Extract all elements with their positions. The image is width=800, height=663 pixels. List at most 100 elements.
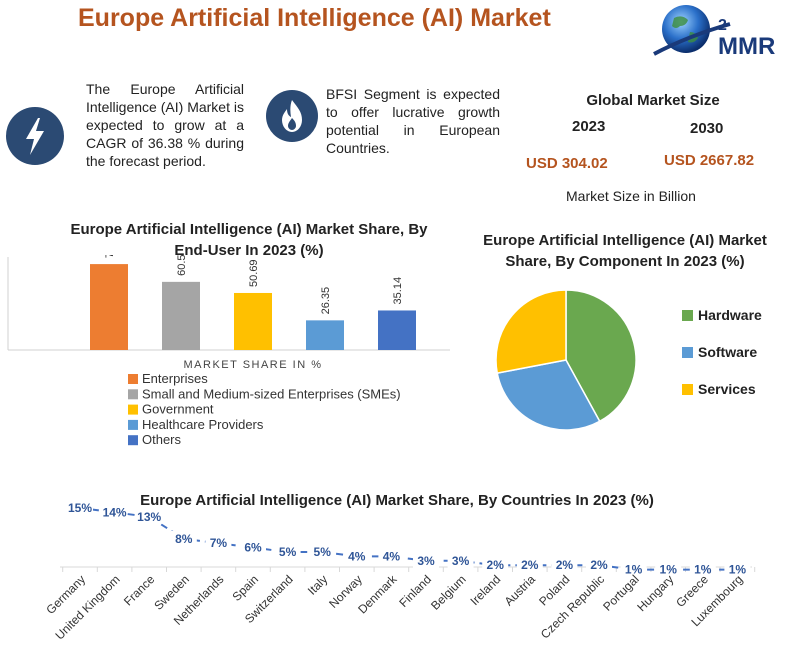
country-value-label: 1% [660,563,678,577]
legend-swatch [128,389,138,400]
country-value-label: 5% [314,545,332,559]
legend-label: Others [142,432,182,447]
bar-x-axis-label: MARKET SHARE IN % [184,359,323,371]
country-value-label: 7% [210,536,228,550]
bar-3 [234,292,272,350]
pie-legend-swatch [682,384,693,395]
country-value-label: 2% [556,558,574,572]
country-value-label: 2% [521,558,539,572]
data-label-bg [240,539,266,555]
country-value-label: 2% [590,558,608,572]
lightning-bolt-icon [6,107,64,165]
data-label-bg [343,548,370,564]
year-2023: 2023 [572,118,606,135]
data-label-bg [551,557,578,573]
pie-slice-services [495,289,567,374]
legend-label: Healthcare Providers [142,417,264,432]
end-user-bar-chart: 76.36 60.57 50.69 26.35 35.14 MARKET SHARE IN… [7,255,450,447]
bar-4 [306,320,344,350]
country-tick-label: Czech Republic [538,572,607,641]
svg-text:2: 2 [718,17,727,34]
market-value-2030: USD 2667.82 [664,152,755,169]
data-label-bg [620,561,647,577]
data-label-bg [274,544,301,559]
data-label-bg [378,548,405,564]
country-value-label: 1% [729,563,747,577]
data-label-bg [586,557,612,573]
country-value-label: 14% [103,505,127,519]
data-label-bg [170,530,197,546]
pie-slice-hardware [565,289,637,423]
country-value-label: 5% [279,545,297,559]
country-tick-label: Belgium [428,572,469,613]
country-tick-label: Denmark [355,572,400,617]
pie-legend-swatch [682,347,693,358]
pie-legend-label: Software [698,344,757,360]
data-label-bg [101,504,128,520]
legend-swatch [128,435,138,446]
bar-value-label: 35.14 [392,277,404,305]
pie-chart-title: Europe Artificial Intelligence (AI) Mark… [483,232,767,270]
pie-legend-label: Hardware [698,307,762,323]
market-size-unit: Market Size in Billion [566,188,696,204]
data-label-bg [413,552,439,568]
bar-value-label: 26.35 [320,287,332,315]
country-value-label: 2% [487,558,505,572]
bar-5 [378,310,416,350]
mmr-logo: 2 MMR [648,2,796,64]
component-pie-chart: Hardware Software Services [495,289,762,431]
data-label-bg [205,535,232,551]
data-label-bg [689,561,716,577]
country-value-label: 8% [175,532,193,546]
legend-swatch [128,404,138,415]
country-tick-label: Ireland [467,572,503,608]
country-value-label: 6% [244,541,262,555]
pie-legend-label: Services [698,381,756,397]
country-value-label: 3% [417,554,435,568]
legend-swatch [128,419,138,430]
country-tick-label: United Kingdom [52,572,122,642]
legend-label: Small and Medium-sized Enterprises (SMEs… [142,386,401,401]
bar-2 [162,281,200,350]
bar-chart-title: Europe Artificial Intelligence (AI) Mark… [70,221,428,259]
legend-swatch [128,374,138,384]
pie-slice-software [496,359,601,431]
market-size-title: Global Market Size [586,92,720,109]
country-tick-label: Italy [305,572,330,597]
country-tick-label: Hungary [634,572,676,614]
data-label-bg [309,544,336,559]
country-value-label: 15% [68,501,92,515]
country-tick-label: Portugal [600,572,642,614]
data-label-bg [67,500,93,515]
logo-text: MMR [718,33,775,60]
bar-value-label: 50.69 [248,259,260,287]
data-label-bg [516,557,543,573]
country-value-label: 1% [625,563,643,577]
country-chart-title: Europe Artificial Intelligence (AI) Mark… [140,492,654,509]
bfsi-text: BFSI Segment is expected to offer lucrat… [326,86,500,156]
country-value-label: 1% [694,563,712,577]
page-title: Europe Artificial Intelligence (AI) Mark… [78,4,551,32]
data-label-bg [724,561,751,577]
cagr-text: The Europe Artificial Intelligence (AI) … [86,81,244,169]
legend-label: Enterprises [142,371,208,386]
country-value-label: 4% [383,549,401,563]
country-line-chart: 15% 14% 13% 8% 7% 6% 5% 5% 4% 4% 3% 3% 2% 2% 2% 2% 1% 1% 1… [43,500,756,643]
country-value-label: 13% [137,510,161,524]
bar-1 [90,264,128,350]
country-tick-label: Austria [502,572,539,609]
data-label-bg [655,561,682,577]
legend-label: Government [142,402,214,417]
flame-icon [266,90,318,142]
country-tick-label: Spain [230,572,262,604]
country-value-label: 4% [348,549,366,563]
year-2030: 2030 [690,120,724,137]
country-value-label: 3% [452,554,470,568]
market-value-2023: USD 304.02 [526,155,608,172]
pie-legend-swatch [682,310,693,321]
globe-icon [662,5,710,53]
bar-value-label: 76.36 [104,255,116,258]
bar-value-label: 60.57 [176,255,188,276]
data-label-bg [136,508,163,524]
data-label-bg [482,557,509,573]
